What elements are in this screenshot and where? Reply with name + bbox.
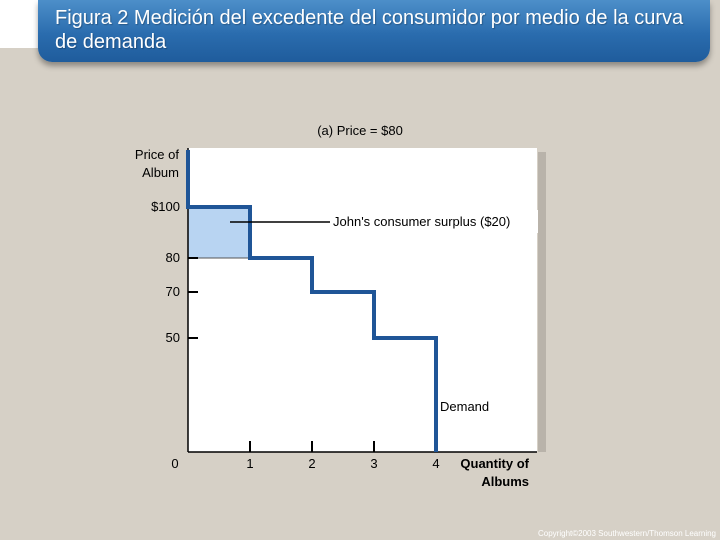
chart-subtitle: (a) Price = $80 bbox=[317, 123, 403, 138]
copyright: Copyright©2003 Southwestern/Thomson Lear… bbox=[538, 529, 716, 538]
surplus-label-box bbox=[330, 210, 538, 233]
y-tick-label: 80 bbox=[166, 250, 180, 265]
plot-shadow bbox=[538, 152, 546, 452]
x-tick-label: 2 bbox=[308, 456, 315, 471]
consumer-surplus-area bbox=[188, 207, 250, 258]
y-axis-label: Price of Album bbox=[135, 147, 179, 180]
demand-label: Demand bbox=[440, 399, 489, 414]
x-tick-label: 0 bbox=[171, 456, 178, 471]
title-bar bbox=[38, 0, 710, 62]
surplus-label: John's consumer surplus ($20) bbox=[333, 214, 510, 229]
demand-curve bbox=[186, 150, 438, 452]
y-tick-label: $100 bbox=[151, 199, 180, 214]
title-corner bbox=[0, 0, 40, 48]
x-tick-label: 1 bbox=[246, 456, 253, 471]
plot-area bbox=[188, 148, 537, 452]
y-tick-label: 70 bbox=[166, 284, 180, 299]
page-title: Figura 2 Medición del excedente del cons… bbox=[55, 7, 684, 53]
x-tick-label: 3 bbox=[370, 456, 377, 471]
x-tick-label: 4 bbox=[432, 456, 439, 471]
x-axis-label: Quantity of Albums bbox=[460, 456, 529, 489]
y-tick-label: 50 bbox=[166, 330, 180, 345]
